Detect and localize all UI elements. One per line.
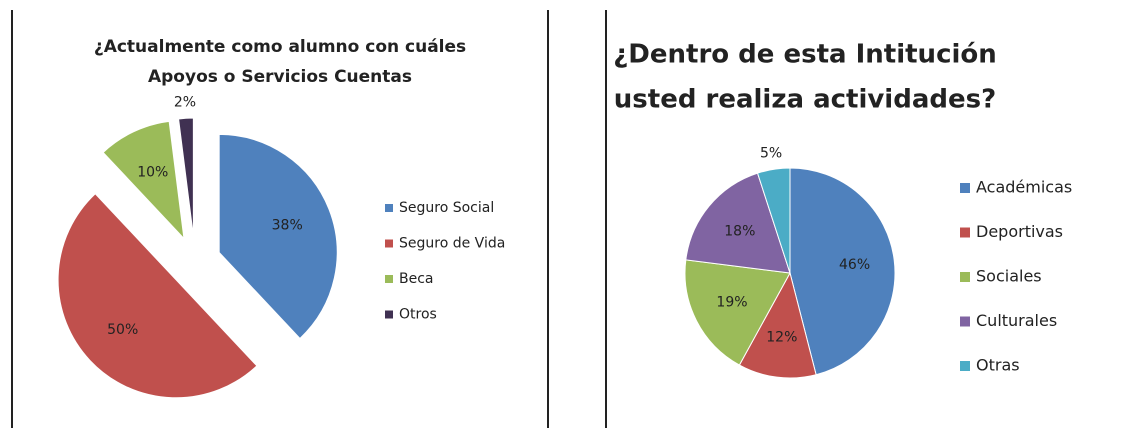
data-label: 46% <box>839 257 870 273</box>
legend-label: Deportivas <box>976 222 1063 241</box>
legend-swatch <box>960 183 970 193</box>
chart-title: Apoyos o Servicios Cuentas <box>148 67 412 87</box>
legend-label: Culturales <box>976 311 1057 330</box>
data-label: 19% <box>716 295 747 311</box>
legend-label: Sociales <box>976 267 1042 286</box>
legend-swatch <box>960 316 970 327</box>
pie-slice <box>218 133 338 340</box>
pie-slice <box>738 271 817 379</box>
legend-swatch <box>385 275 393 283</box>
pie-slice <box>684 259 791 366</box>
legend-swatch <box>385 310 393 319</box>
pie-slice <box>178 117 194 237</box>
data-label: 18% <box>724 224 755 240</box>
pie-slice <box>756 167 791 274</box>
chart-title: usted realiza actividades? <box>614 85 996 115</box>
legend-swatch <box>960 361 970 371</box>
data-label: 2% <box>174 94 196 110</box>
pie-slice <box>57 193 258 399</box>
legend-label: Otras <box>976 356 1020 375</box>
legend-label: Beca <box>399 271 434 287</box>
legend-swatch <box>960 227 970 238</box>
pie-slice <box>685 172 791 274</box>
chart-title: ¿Actualmente como alumno con cuáles <box>94 37 466 57</box>
legend-label: Académicas <box>976 178 1072 197</box>
legend-swatch <box>960 272 970 282</box>
data-label: 12% <box>766 330 797 346</box>
legend-label: Otros <box>399 307 437 323</box>
data-label: 10% <box>137 164 168 180</box>
legend-swatch <box>385 239 393 248</box>
pie-slice <box>789 167 896 376</box>
legend-label: Seguro Social <box>399 200 494 216</box>
legend-label: Seguro de Vida <box>399 236 505 252</box>
data-label: 50% <box>107 322 138 338</box>
chart-title: ¿Dentro de esta Intitución <box>613 40 997 70</box>
legend-swatch <box>385 204 393 212</box>
data-label: 5% <box>760 145 782 161</box>
data-label: 38% <box>272 217 303 233</box>
pie-slice <box>102 120 185 240</box>
